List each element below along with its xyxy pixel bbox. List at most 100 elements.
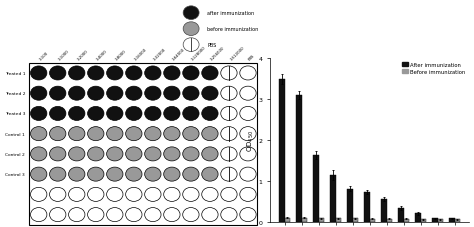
Circle shape bbox=[126, 107, 142, 121]
Circle shape bbox=[164, 147, 180, 161]
Bar bbox=[455, 219, 460, 222]
Circle shape bbox=[182, 107, 199, 121]
Circle shape bbox=[240, 147, 256, 161]
Circle shape bbox=[221, 87, 237, 101]
Circle shape bbox=[126, 208, 142, 222]
Bar bbox=[336, 218, 341, 222]
Circle shape bbox=[145, 87, 161, 101]
Bar bbox=[449, 218, 455, 222]
Bar bbox=[421, 219, 426, 222]
Bar bbox=[387, 219, 392, 222]
Bar bbox=[370, 219, 375, 222]
Text: before immunization: before immunization bbox=[207, 27, 258, 32]
Text: Treated 3: Treated 3 bbox=[5, 112, 25, 116]
Circle shape bbox=[145, 127, 161, 141]
Circle shape bbox=[107, 208, 123, 222]
Circle shape bbox=[240, 87, 256, 101]
Bar bbox=[319, 218, 324, 222]
Bar bbox=[415, 213, 421, 222]
Circle shape bbox=[182, 127, 199, 141]
Circle shape bbox=[182, 147, 199, 161]
Circle shape bbox=[88, 127, 104, 141]
Text: Control 2: Control 2 bbox=[6, 152, 25, 156]
Bar bbox=[404, 219, 409, 222]
Circle shape bbox=[182, 208, 199, 222]
Circle shape bbox=[164, 188, 180, 202]
Bar bbox=[365, 192, 370, 222]
Circle shape bbox=[126, 127, 142, 141]
Y-axis label: OD$_{450}$: OD$_{450}$ bbox=[246, 130, 256, 152]
Circle shape bbox=[30, 188, 47, 202]
Circle shape bbox=[69, 167, 85, 181]
Circle shape bbox=[107, 127, 123, 141]
Circle shape bbox=[50, 127, 66, 141]
Circle shape bbox=[183, 39, 199, 52]
Bar bbox=[347, 189, 353, 222]
Bar bbox=[279, 79, 285, 222]
Text: Treated 2: Treated 2 bbox=[5, 92, 25, 96]
Circle shape bbox=[240, 127, 256, 141]
Circle shape bbox=[107, 87, 123, 101]
Circle shape bbox=[88, 67, 104, 81]
Text: 1:512000: 1:512000 bbox=[229, 45, 245, 61]
Circle shape bbox=[126, 147, 142, 161]
Circle shape bbox=[50, 147, 66, 161]
Circle shape bbox=[145, 147, 161, 161]
Bar bbox=[353, 218, 358, 222]
Circle shape bbox=[107, 167, 123, 181]
Circle shape bbox=[182, 188, 199, 202]
Circle shape bbox=[69, 147, 85, 161]
Circle shape bbox=[88, 167, 104, 181]
Circle shape bbox=[107, 67, 123, 81]
Text: after immunization: after immunization bbox=[207, 11, 254, 16]
Bar bbox=[29, 64, 257, 225]
Circle shape bbox=[164, 67, 180, 81]
Circle shape bbox=[30, 87, 47, 101]
Text: 1:1000: 1:1000 bbox=[58, 49, 70, 61]
Circle shape bbox=[164, 87, 180, 101]
Text: 1:64000: 1:64000 bbox=[172, 47, 186, 61]
Bar bbox=[381, 199, 387, 222]
Circle shape bbox=[50, 188, 66, 202]
Circle shape bbox=[50, 208, 66, 222]
Circle shape bbox=[30, 107, 47, 121]
Text: 1:32000: 1:32000 bbox=[153, 47, 167, 61]
Circle shape bbox=[221, 167, 237, 181]
Bar bbox=[330, 175, 336, 222]
Bar bbox=[398, 208, 404, 222]
Circle shape bbox=[145, 67, 161, 81]
Circle shape bbox=[30, 208, 47, 222]
Circle shape bbox=[30, 167, 47, 181]
Circle shape bbox=[202, 188, 218, 202]
Circle shape bbox=[183, 7, 199, 20]
Circle shape bbox=[182, 167, 199, 181]
Circle shape bbox=[221, 107, 237, 121]
Circle shape bbox=[240, 67, 256, 81]
Circle shape bbox=[107, 188, 123, 202]
Circle shape bbox=[126, 188, 142, 202]
Text: Treated 1: Treated 1 bbox=[5, 72, 25, 76]
Circle shape bbox=[69, 67, 85, 81]
Circle shape bbox=[69, 107, 85, 121]
Legend: After immunization, Before immunization: After immunization, Before immunization bbox=[401, 62, 466, 75]
Circle shape bbox=[69, 208, 85, 222]
Circle shape bbox=[30, 67, 47, 81]
Circle shape bbox=[50, 107, 66, 121]
Text: PBS: PBS bbox=[207, 43, 216, 48]
Circle shape bbox=[202, 107, 218, 121]
Circle shape bbox=[145, 188, 161, 202]
Circle shape bbox=[88, 87, 104, 101]
Text: Control 1: Control 1 bbox=[6, 132, 25, 136]
Circle shape bbox=[145, 208, 161, 222]
Circle shape bbox=[240, 188, 256, 202]
Circle shape bbox=[221, 67, 237, 81]
Circle shape bbox=[240, 107, 256, 121]
Circle shape bbox=[182, 87, 199, 101]
Text: 1:4000: 1:4000 bbox=[96, 49, 109, 61]
Bar bbox=[285, 217, 290, 222]
Circle shape bbox=[50, 87, 66, 101]
Circle shape bbox=[202, 147, 218, 161]
Circle shape bbox=[164, 167, 180, 181]
Circle shape bbox=[69, 127, 85, 141]
Circle shape bbox=[221, 208, 237, 222]
